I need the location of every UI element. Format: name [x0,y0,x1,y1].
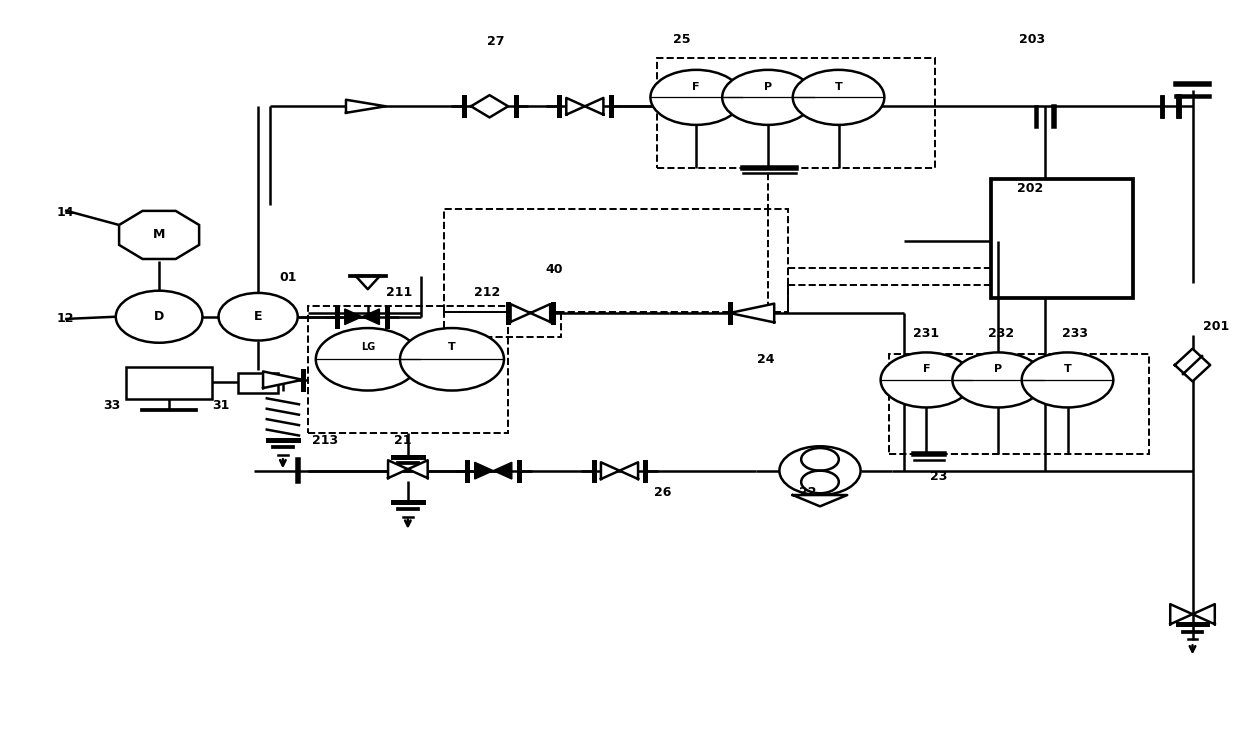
Bar [444,209,788,311]
Polygon shape [408,460,427,478]
Polygon shape [620,463,638,479]
Text: 22: 22 [799,486,817,499]
Text: 26: 26 [654,486,672,499]
Circle shape [881,352,973,408]
Text: 33: 33 [103,399,120,413]
Polygon shape [475,463,493,479]
Circle shape [400,328,504,390]
Polygon shape [344,309,362,325]
Text: M: M [152,229,165,241]
Polygon shape [1171,604,1192,624]
Polygon shape [346,100,385,112]
Circle shape [953,352,1044,408]
Polygon shape [1192,604,1214,624]
Text: 31: 31 [212,399,229,413]
Polygon shape [356,276,380,289]
Polygon shape [493,463,512,479]
Circle shape [316,328,420,390]
Text: 232: 232 [987,327,1014,340]
Text: 212: 212 [475,285,501,299]
Text: 202: 202 [1017,182,1043,194]
Text: 231: 231 [913,327,939,340]
Polygon shape [530,304,550,322]
Text: 21: 21 [394,434,411,448]
Text: P: P [764,82,772,92]
Text: 201: 201 [1203,320,1229,333]
Bar [657,58,935,168]
Text: T: T [449,343,456,352]
Polygon shape [585,98,603,115]
Bar [307,305,508,434]
Text: T: T [835,82,843,92]
Text: 24: 24 [757,352,774,366]
Text: 23: 23 [930,470,948,483]
Polygon shape [362,309,379,325]
Polygon shape [566,98,585,115]
Bar [444,311,561,337]
Text: P: P [994,364,1002,375]
Text: 213: 213 [312,434,338,448]
Circle shape [1022,352,1114,408]
Circle shape [650,70,742,125]
Text: D: D [154,310,165,323]
Polygon shape [1175,349,1211,381]
Text: E: E [254,310,263,323]
Polygon shape [388,460,408,478]
Text: 203: 203 [1018,33,1044,46]
Text: 25: 25 [673,33,690,46]
Polygon shape [730,304,774,323]
Text: LG: LG [361,343,375,352]
Circle shape [793,70,885,125]
Bar [991,179,1134,298]
Polygon shape [793,495,847,507]
Text: 01: 01 [279,271,296,284]
Bar [238,372,278,393]
Text: F: F [693,82,700,92]
Text: 27: 27 [487,35,504,48]
Polygon shape [471,95,508,118]
Text: 233: 233 [1062,327,1088,340]
Polygon shape [510,304,530,322]
Text: 14: 14 [56,206,74,219]
Bar [125,367,212,399]
Polygon shape [601,463,620,479]
Bar [890,354,1150,454]
Text: 211: 211 [387,285,413,299]
Text: F: F [923,364,930,375]
Text: T: T [1063,364,1072,375]
Circle shape [722,70,814,125]
Polygon shape [263,372,302,388]
Text: 40: 40 [545,264,563,276]
Circle shape [779,446,861,495]
Text: 12: 12 [56,312,74,326]
